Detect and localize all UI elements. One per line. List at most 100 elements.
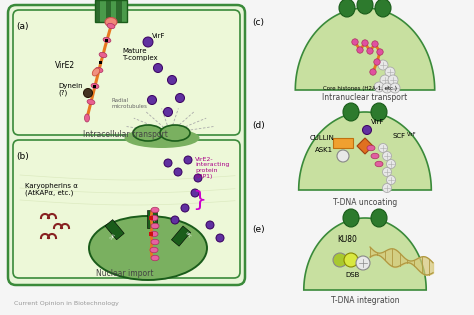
Text: T-DNA integration: T-DNA integration bbox=[331, 296, 399, 305]
Circle shape bbox=[344, 253, 358, 267]
Circle shape bbox=[382, 83, 392, 93]
Bar bbox=[149, 216, 153, 220]
Circle shape bbox=[147, 95, 156, 105]
Circle shape bbox=[386, 159, 395, 169]
Circle shape bbox=[191, 189, 199, 197]
Circle shape bbox=[356, 256, 370, 270]
Text: (c): (c) bbox=[252, 18, 264, 27]
Circle shape bbox=[181, 204, 189, 212]
FancyBboxPatch shape bbox=[13, 10, 240, 135]
Text: Karyopherins α
(AtKAPα, etc.): Karyopherins α (AtKAPα, etc.) bbox=[25, 183, 78, 197]
Text: (e): (e) bbox=[252, 225, 264, 234]
Ellipse shape bbox=[371, 103, 387, 121]
Circle shape bbox=[383, 168, 392, 176]
Ellipse shape bbox=[357, 0, 373, 14]
Ellipse shape bbox=[92, 68, 100, 76]
Ellipse shape bbox=[150, 247, 158, 253]
Circle shape bbox=[206, 221, 214, 229]
Ellipse shape bbox=[339, 0, 355, 17]
Polygon shape bbox=[299, 112, 431, 190]
Circle shape bbox=[386, 175, 395, 185]
Circle shape bbox=[164, 107, 173, 117]
Circle shape bbox=[143, 37, 153, 47]
Bar bbox=[95, 0, 100, 22]
Bar bbox=[106, 38, 109, 42]
Circle shape bbox=[378, 60, 388, 70]
Text: Mature
T-complex: Mature T-complex bbox=[122, 48, 158, 61]
Ellipse shape bbox=[150, 231, 158, 237]
Ellipse shape bbox=[371, 209, 387, 227]
Ellipse shape bbox=[375, 0, 391, 17]
Circle shape bbox=[167, 76, 176, 84]
Text: VirF: VirF bbox=[152, 33, 165, 39]
Circle shape bbox=[174, 168, 182, 176]
Bar bbox=[122, 0, 127, 22]
Circle shape bbox=[333, 253, 347, 267]
FancyBboxPatch shape bbox=[8, 5, 245, 285]
Circle shape bbox=[194, 174, 202, 182]
Circle shape bbox=[175, 94, 184, 102]
Ellipse shape bbox=[151, 223, 159, 229]
Circle shape bbox=[154, 64, 163, 72]
Text: KU80: KU80 bbox=[337, 235, 357, 244]
Text: (a): (a) bbox=[16, 22, 28, 31]
Text: SCF: SCF bbox=[393, 133, 406, 139]
Text: DSB: DSB bbox=[345, 272, 359, 278]
Ellipse shape bbox=[103, 37, 111, 43]
Bar bbox=[116, 0, 122, 22]
Text: NPC: NPC bbox=[184, 231, 192, 239]
Polygon shape bbox=[357, 138, 373, 154]
Circle shape bbox=[83, 89, 92, 98]
Bar bbox=[105, 220, 124, 240]
Circle shape bbox=[216, 234, 224, 242]
Circle shape bbox=[184, 156, 192, 164]
Text: }: } bbox=[192, 190, 206, 210]
Ellipse shape bbox=[95, 67, 103, 73]
Circle shape bbox=[383, 184, 392, 192]
Text: Intranuclear transport: Intranuclear transport bbox=[322, 93, 408, 102]
Circle shape bbox=[363, 125, 372, 135]
Circle shape bbox=[362, 40, 368, 46]
Text: NPC: NPC bbox=[150, 215, 154, 223]
Text: Intracellular transport: Intracellular transport bbox=[82, 130, 167, 139]
Polygon shape bbox=[304, 218, 426, 290]
Text: (d): (d) bbox=[252, 121, 265, 130]
Ellipse shape bbox=[343, 209, 359, 227]
Bar bbox=[147, 210, 157, 228]
Text: CULLIN: CULLIN bbox=[310, 135, 335, 141]
Ellipse shape bbox=[150, 215, 158, 221]
Bar bbox=[149, 232, 153, 236]
Text: VirE2: VirE2 bbox=[55, 61, 75, 70]
Circle shape bbox=[379, 144, 388, 152]
Ellipse shape bbox=[84, 114, 90, 122]
Circle shape bbox=[390, 83, 400, 93]
Bar bbox=[172, 226, 191, 246]
Bar bbox=[93, 84, 97, 88]
FancyBboxPatch shape bbox=[13, 140, 240, 278]
Polygon shape bbox=[295, 8, 435, 90]
Ellipse shape bbox=[91, 83, 99, 89]
Circle shape bbox=[374, 82, 384, 92]
Ellipse shape bbox=[371, 153, 379, 159]
Text: VirF: VirF bbox=[371, 119, 384, 125]
Ellipse shape bbox=[151, 207, 159, 213]
Circle shape bbox=[388, 75, 398, 85]
Text: ASK1: ASK1 bbox=[315, 147, 333, 153]
Circle shape bbox=[370, 69, 376, 75]
Circle shape bbox=[385, 67, 395, 77]
Circle shape bbox=[367, 48, 373, 54]
Ellipse shape bbox=[99, 52, 107, 58]
Circle shape bbox=[171, 216, 179, 224]
Ellipse shape bbox=[367, 145, 375, 151]
Ellipse shape bbox=[375, 161, 383, 167]
Ellipse shape bbox=[125, 128, 200, 148]
Ellipse shape bbox=[105, 18, 117, 26]
Circle shape bbox=[352, 39, 358, 45]
Circle shape bbox=[383, 152, 392, 161]
Text: Current Opinion in Biotechnology: Current Opinion in Biotechnology bbox=[14, 301, 119, 306]
Ellipse shape bbox=[151, 255, 159, 261]
Text: VirF: VirF bbox=[407, 132, 417, 137]
Ellipse shape bbox=[133, 125, 163, 141]
Text: Dynein
(?): Dynein (?) bbox=[58, 83, 82, 96]
Ellipse shape bbox=[160, 125, 190, 141]
